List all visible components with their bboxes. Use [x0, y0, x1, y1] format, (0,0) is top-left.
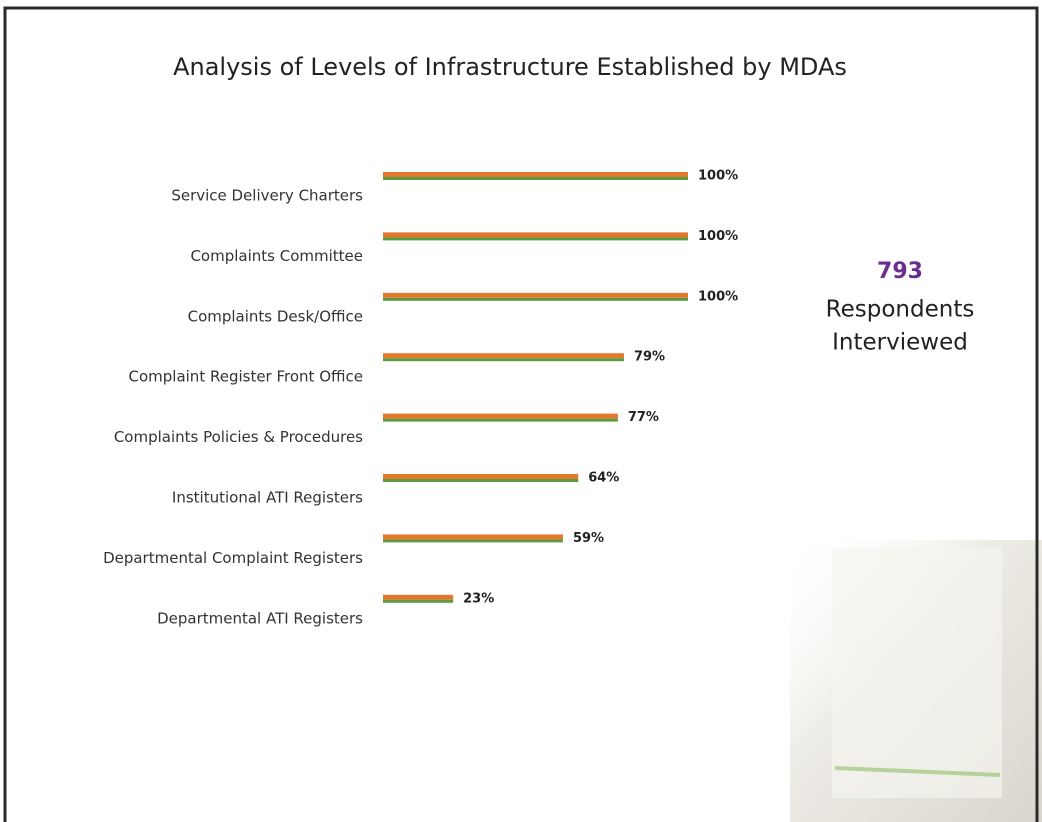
value-label: 64%	[588, 471, 619, 486]
category-label: Complaints Desk/Office	[188, 307, 363, 325]
value-label: 100%	[698, 289, 738, 304]
bar	[383, 293, 688, 301]
respondent-count: 793	[877, 259, 923, 284]
value-label: 100%	[698, 169, 738, 184]
bar	[383, 534, 563, 542]
bar	[383, 172, 688, 180]
category-label: Complaints Policies & Procedures	[114, 428, 363, 446]
slide: Analysis of Levels of Infrastructure Est…	[0, 0, 1042, 822]
bar	[383, 414, 618, 422]
bar	[383, 474, 578, 482]
value-label: 59%	[573, 531, 604, 546]
category-label: Complaints Committee	[190, 247, 363, 265]
annotation-text: Interviewed	[832, 330, 968, 356]
category-label: Complaint Register Front Office	[129, 368, 364, 386]
bar	[383, 232, 688, 240]
value-label: 23%	[463, 591, 494, 606]
chart-title: Analysis of Levels of Infrastructure Est…	[173, 53, 847, 81]
category-label: Departmental ATI Registers	[157, 609, 363, 627]
category-label: Departmental Complaint Registers	[103, 549, 363, 567]
category-label: Service Delivery Charters	[171, 187, 363, 205]
bar	[383, 595, 453, 603]
category-label: Institutional ATI Registers	[172, 489, 363, 507]
annotation-text: Respondents	[826, 297, 975, 323]
bar	[383, 353, 624, 361]
value-label: 100%	[698, 229, 738, 244]
value-label: 79%	[634, 350, 665, 365]
photo-panel	[832, 548, 1002, 798]
value-label: 77%	[628, 410, 659, 425]
